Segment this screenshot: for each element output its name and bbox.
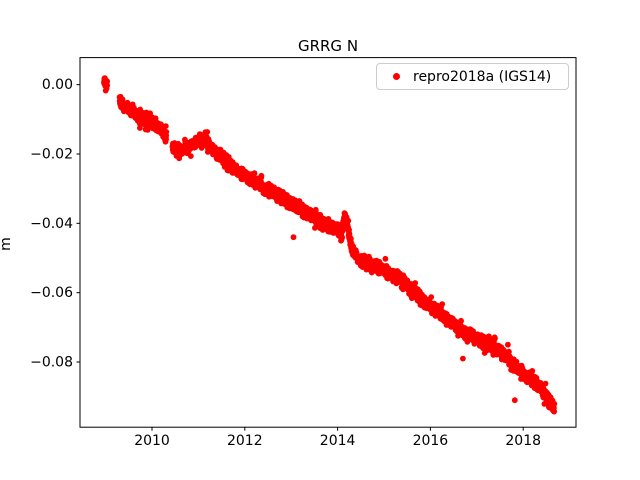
- y-tick-label: 0.00: [42, 77, 73, 93]
- legend-point-marker-icon: [393, 73, 400, 80]
- scatter-series: [101, 75, 558, 415]
- y-tick-label: −0.02: [30, 146, 73, 162]
- y-tick-label: −0.08: [30, 355, 73, 371]
- y-axis-label: m: [0, 224, 14, 264]
- y-tick-label: −0.04: [30, 216, 73, 232]
- x-axis-ticks: 2010 2012 2014 2016 2018: [134, 427, 541, 449]
- x-tick-label: 2016: [413, 433, 449, 449]
- y-tick-label: −0.06: [30, 285, 73, 301]
- x-tick-label: 2018: [505, 433, 541, 449]
- y-axis-ticks: 0.00 −0.02 −0.04 −0.06 −0.08: [30, 77, 80, 371]
- chart-title: GRRG N: [297, 37, 359, 55]
- x-tick-label: 2014: [320, 433, 356, 449]
- legend-box: repro2018a (IGS14): [376, 63, 569, 90]
- plot-area-border: [79, 57, 577, 428]
- x-tick-label: 2012: [227, 433, 263, 449]
- legend-entry-label: repro2018a (IGS14): [413, 68, 552, 85]
- x-tick-label: 2010: [134, 433, 170, 449]
